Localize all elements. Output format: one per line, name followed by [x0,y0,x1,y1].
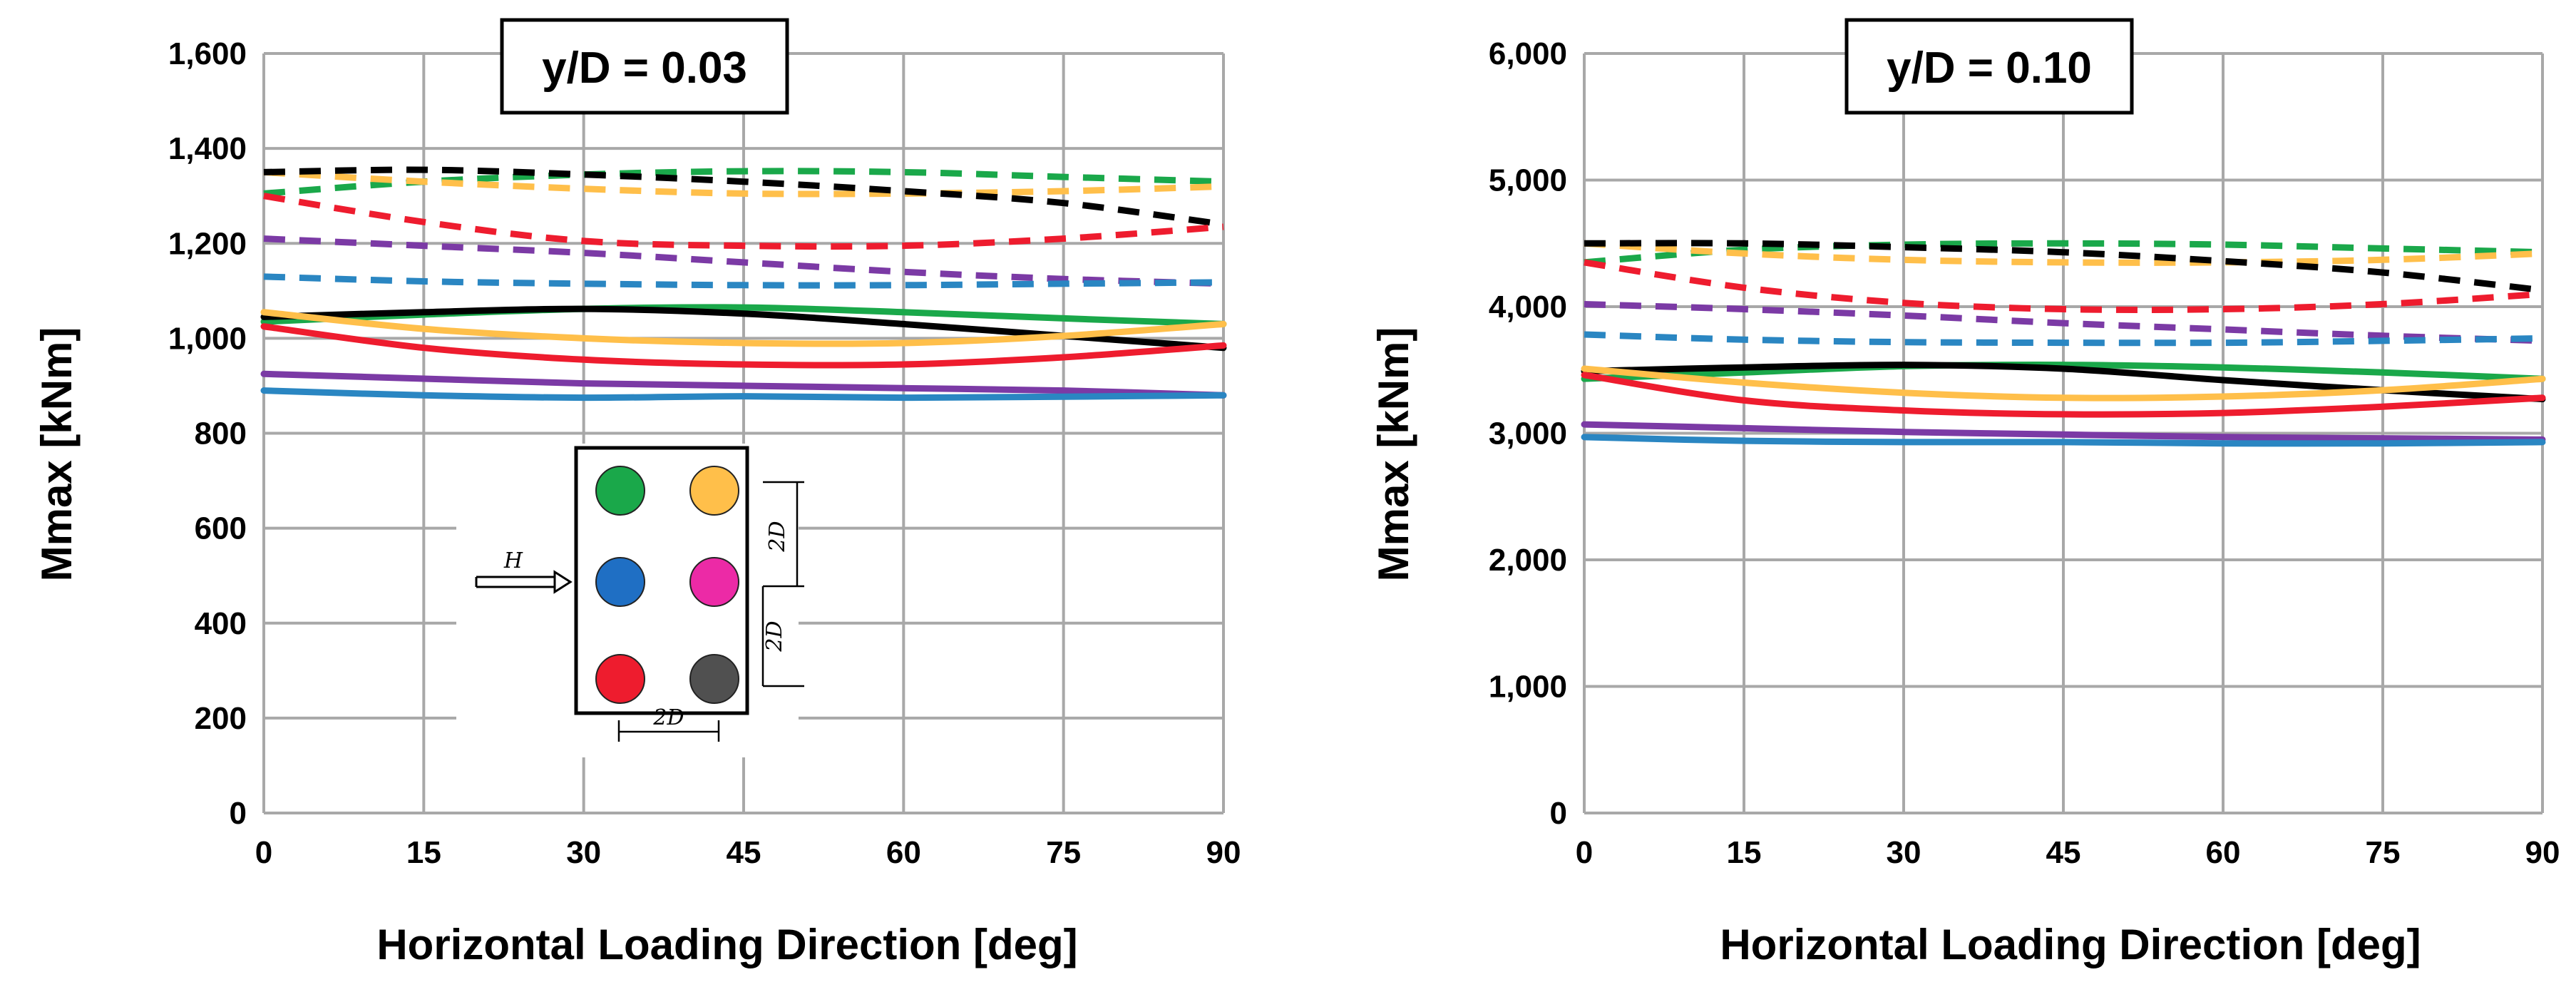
left-x-tick-0: 0 [255,835,272,870]
left-y-tick-200: 200 [195,701,247,736]
left-x-axis-label: Horizontal Loading Direction [deg] [376,921,1077,968]
left-series-orange-dashed [263,168,1224,198]
right-y-tick-3000: 3,000 [1489,416,1567,451]
left-series-blue-solid [260,387,1227,402]
right-y-tick-1000: 1,000 [1489,670,1567,705]
right-series-blue-solid [1581,434,2546,447]
right-series-orange-solid [1581,365,2546,402]
pile-middle-right [689,557,739,607]
left-y-tick-labels: 0 200 400 600 800 1,000 1,200 1,400 1,600 [168,36,247,831]
right-x-tick-15: 15 [1727,835,1762,870]
left-y-axis-label: Mmax [kNm] [33,327,81,582]
right-x-tick-labels: 0 15 30 45 60 75 90 [1576,835,2560,870]
right-series-purple-solid [1581,421,2546,443]
right-title: y/D = 0.10 [1887,44,2092,93]
left-series-orange-solid [260,309,1227,347]
pile-group-diagram: H 2D 2D 2D [456,444,804,757]
left-y-tick-400: 400 [195,606,247,641]
pile-top-left [595,466,645,516]
right-series-orange-dashed [1584,240,2543,266]
left-y-tick-1600: 1,600 [168,36,247,71]
left-series-blue-dashed [263,273,1224,289]
left-x-tick-75: 75 [1046,835,1081,870]
right-series-red-dashed [1584,259,2543,314]
left-series-red-dashed [263,193,1224,250]
pile-bottom-right [689,654,739,704]
chart-left: 0 200 400 600 800 1,000 1,200 1,400 1,600 0 15 30 4… [33,18,1241,968]
right-series-green-dashed [1584,240,2543,266]
left-y-tick-800: 800 [195,416,247,451]
right-series-purple-dashed [1584,300,2543,344]
spacing-label-bottom: 2D [652,705,684,730]
right-y-tick-5000: 5,000 [1489,163,1567,198]
spacing-label-right-top: 2D [765,521,790,552]
right-x-tick-30: 30 [1887,835,1921,870]
left-x-tick-labels: 0 15 30 45 60 75 90 [255,835,1241,870]
right-y-tick-labels: 0 1,000 2,000 3,000 4,000 5,000 6,000 [1489,36,1567,831]
left-x-tick-60: 60 [886,835,921,870]
right-y-tick-0: 0 [1550,796,1567,831]
left-series-purple-solid [260,370,1227,399]
right-x-tick-60: 60 [2206,835,2241,870]
pile-middle-left [595,557,645,607]
right-x-tick-0: 0 [1576,835,1593,870]
right-x-axis-label: Horizontal Loading Direction [deg] [1720,921,2421,968]
right-dimension-lines [761,481,804,687]
load-label: H [503,548,523,573]
left-title: y/D = 0.03 [542,44,747,93]
bottom-dimension-line [617,720,720,742]
pile-top-right [689,466,739,516]
left-series-black-dashed [263,166,1224,228]
right-series-red-solid [1581,372,2546,418]
right-x-tick-90: 90 [2525,835,2560,870]
right-y-tick-2000: 2,000 [1489,543,1567,578]
left-x-tick-90: 90 [1206,835,1241,870]
left-x-tick-15: 15 [406,835,441,870]
left-y-tick-600: 600 [195,511,247,546]
right-series-black-dashed [1584,240,2543,294]
left-series-purple-dashed [263,235,1224,287]
left-x-tick-30: 30 [566,835,601,870]
right-y-tick-4000: 4,000 [1489,290,1567,324]
chart-right: 0 1,000 2,000 3,000 4,000 5,000 6,000 0 15 30 45 6… [1370,18,2560,968]
right-x-tick-75: 75 [2366,835,2401,870]
right-y-axis-label: Mmax [kNm] [1370,327,1417,582]
left-series [260,166,1227,402]
load-arrow-icon [475,570,573,594]
left-y-tick-1000: 1,000 [168,321,247,356]
right-y-tick-6000: 6,000 [1489,36,1567,71]
left-y-tick-1400: 1,400 [168,131,247,166]
left-x-tick-45: 45 [727,835,761,870]
right-title-box [1844,18,2134,115]
right-series-blue-dashed [1584,331,2543,347]
pile-bottom-left [595,654,645,704]
left-y-tick-1200: 1,200 [168,226,247,261]
right-series [1581,240,2546,447]
left-title-box [500,18,789,115]
left-y-tick-0: 0 [230,796,247,831]
left-series-red-solid [260,323,1227,369]
spacing-label-right-bottom: 2D [762,620,787,652]
right-series-green-solid [1581,362,2546,382]
right-x-tick-45: 45 [2046,835,2081,870]
